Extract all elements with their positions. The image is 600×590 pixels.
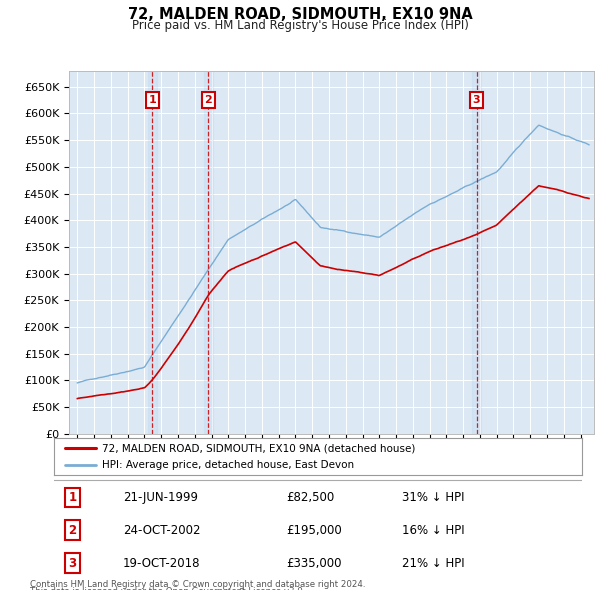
Text: 2: 2	[205, 95, 212, 105]
Text: 2: 2	[68, 524, 77, 537]
Text: £335,000: £335,000	[286, 556, 342, 569]
Bar	[148, 71, 157, 434]
Text: 72, MALDEN ROAD, SIDMOUTH, EX10 9NA (detached house): 72, MALDEN ROAD, SIDMOUTH, EX10 9NA (det…	[101, 443, 415, 453]
Text: This data is licensed under the Open Government Licence v3.0.: This data is licensed under the Open Gov…	[30, 587, 305, 590]
Bar	[204, 71, 212, 434]
Text: Contains HM Land Registry data © Crown copyright and database right 2024.: Contains HM Land Registry data © Crown c…	[30, 580, 365, 589]
Text: 1: 1	[68, 491, 77, 504]
Text: 21% ↓ HPI: 21% ↓ HPI	[403, 556, 465, 569]
Text: £82,500: £82,500	[286, 491, 335, 504]
Text: HPI: Average price, detached house, East Devon: HPI: Average price, detached house, East…	[101, 460, 353, 470]
Text: 24-OCT-2002: 24-OCT-2002	[122, 524, 200, 537]
Text: 21-JUN-1999: 21-JUN-1999	[122, 491, 197, 504]
Text: 3: 3	[473, 95, 481, 105]
Text: 3: 3	[68, 556, 77, 569]
Text: Price paid vs. HM Land Registry's House Price Index (HPI): Price paid vs. HM Land Registry's House …	[131, 19, 469, 32]
Text: 31% ↓ HPI: 31% ↓ HPI	[403, 491, 465, 504]
Text: 72, MALDEN ROAD, SIDMOUTH, EX10 9NA: 72, MALDEN ROAD, SIDMOUTH, EX10 9NA	[128, 7, 472, 22]
Text: 1: 1	[148, 95, 156, 105]
Text: £195,000: £195,000	[286, 524, 342, 537]
Bar	[472, 71, 481, 434]
Text: 16% ↓ HPI: 16% ↓ HPI	[403, 524, 465, 537]
Text: 19-OCT-2018: 19-OCT-2018	[122, 556, 200, 569]
